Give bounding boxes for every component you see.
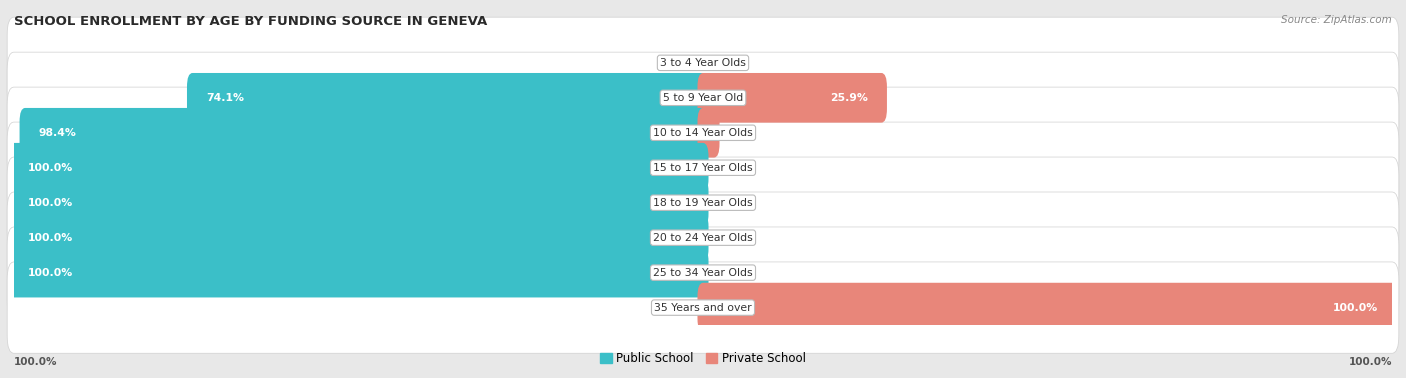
Text: 25 to 34 Year Olds: 25 to 34 Year Olds — [654, 268, 752, 277]
Text: 10 to 14 Year Olds: 10 to 14 Year Olds — [654, 128, 752, 138]
FancyBboxPatch shape — [7, 157, 1399, 248]
Text: 25.9%: 25.9% — [830, 93, 868, 103]
Text: 18 to 19 Year Olds: 18 to 19 Year Olds — [654, 198, 752, 208]
FancyBboxPatch shape — [7, 87, 1399, 178]
Text: 0.0%: 0.0% — [714, 58, 744, 68]
Text: 100.0%: 100.0% — [14, 357, 58, 367]
Text: 5 to 9 Year Old: 5 to 9 Year Old — [662, 93, 744, 103]
Text: 0.0%: 0.0% — [714, 268, 744, 277]
Text: 100.0%: 100.0% — [28, 198, 73, 208]
FancyBboxPatch shape — [7, 52, 1399, 144]
Text: 100.0%: 100.0% — [28, 233, 73, 243]
Text: 100.0%: 100.0% — [1348, 357, 1392, 367]
FancyBboxPatch shape — [697, 73, 887, 122]
FancyBboxPatch shape — [8, 248, 709, 297]
FancyBboxPatch shape — [7, 122, 1399, 214]
Legend: Public School, Private School: Public School, Private School — [595, 347, 811, 370]
Text: 15 to 17 Year Olds: 15 to 17 Year Olds — [654, 163, 752, 173]
Text: 100.0%: 100.0% — [1333, 303, 1378, 313]
Text: 100.0%: 100.0% — [28, 163, 73, 173]
Text: 0.0%: 0.0% — [662, 58, 692, 68]
FancyBboxPatch shape — [7, 227, 1399, 318]
Text: 35 Years and over: 35 Years and over — [654, 303, 752, 313]
Text: 74.1%: 74.1% — [207, 93, 245, 103]
FancyBboxPatch shape — [8, 213, 709, 262]
FancyBboxPatch shape — [8, 178, 709, 228]
FancyBboxPatch shape — [187, 73, 709, 122]
Text: 0.0%: 0.0% — [714, 198, 744, 208]
Text: Source: ZipAtlas.com: Source: ZipAtlas.com — [1281, 15, 1392, 25]
Text: 0.0%: 0.0% — [714, 233, 744, 243]
FancyBboxPatch shape — [697, 283, 1398, 332]
FancyBboxPatch shape — [7, 192, 1399, 284]
FancyBboxPatch shape — [7, 262, 1399, 353]
Text: 100.0%: 100.0% — [28, 268, 73, 277]
FancyBboxPatch shape — [7, 17, 1399, 108]
Text: 1.6%: 1.6% — [721, 128, 751, 138]
Text: 98.4%: 98.4% — [39, 128, 77, 138]
Text: 0.0%: 0.0% — [714, 163, 744, 173]
Text: SCHOOL ENROLLMENT BY AGE BY FUNDING SOURCE IN GENEVA: SCHOOL ENROLLMENT BY AGE BY FUNDING SOUR… — [14, 15, 488, 28]
Text: 3 to 4 Year Olds: 3 to 4 Year Olds — [659, 58, 747, 68]
Text: 0.0%: 0.0% — [662, 303, 692, 313]
Text: 20 to 24 Year Olds: 20 to 24 Year Olds — [654, 233, 752, 243]
FancyBboxPatch shape — [8, 143, 709, 192]
FancyBboxPatch shape — [697, 108, 720, 158]
FancyBboxPatch shape — [20, 108, 709, 158]
